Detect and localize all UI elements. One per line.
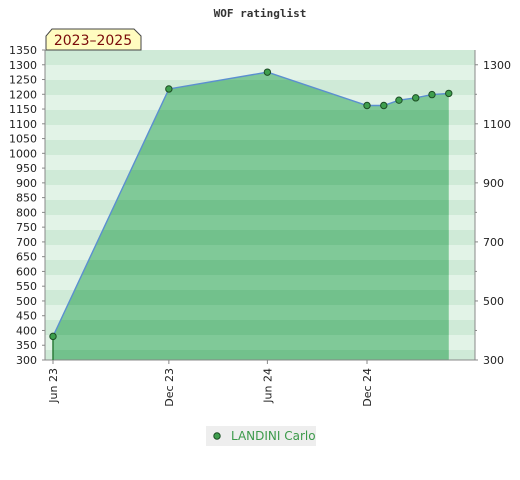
area-band <box>53 290 449 305</box>
data-point <box>263 68 272 76</box>
legend-box <box>206 426 316 446</box>
area-band <box>53 350 449 361</box>
data-point <box>445 89 453 98</box>
chart-title: WOF ratinglist <box>214 7 307 20</box>
y-tick-label: 350 <box>16 339 37 352</box>
y-tick-label-right: 900 <box>483 177 504 190</box>
area-band <box>53 200 449 215</box>
x-axis: Jun 23 Dec 23 Jun 24 Dec 24 <box>47 360 374 407</box>
legend: LANDINI Carlo <box>206 426 316 446</box>
y-tick-label-right: 1300 <box>483 59 511 72</box>
x-tick-label: Jun 23 <box>47 368 60 404</box>
data-point <box>395 96 403 104</box>
legend-marker-icon <box>213 432 221 440</box>
y-tick-label: 950 <box>16 162 37 175</box>
data-point <box>363 101 371 110</box>
y-tick-label: 1200 <box>9 88 37 101</box>
y-tick-label: 1350 <box>9 44 37 57</box>
period-badge-shape <box>45 28 142 51</box>
data-point <box>49 332 57 341</box>
area-band <box>53 140 449 155</box>
area-band <box>53 170 449 185</box>
y-tick-label: 850 <box>16 192 37 205</box>
area-fill <box>53 72 449 361</box>
y-axis-right: 300 500 700 900 1100 1300 <box>475 59 511 367</box>
y-tick-label: 650 <box>16 251 37 264</box>
axes <box>44 50 476 361</box>
y-tick-label-right: 500 <box>483 295 504 308</box>
plot-stripe <box>45 50 475 65</box>
data-point <box>165 85 173 93</box>
y-tick-label: 500 <box>16 295 37 308</box>
y-tick-label-right: 300 <box>483 354 504 367</box>
y-tick-label: 1300 <box>9 59 37 72</box>
y-axis-left: 3003504004505005506006507007508008509009… <box>9 44 45 367</box>
area-band <box>53 230 449 245</box>
data-point <box>428 90 436 99</box>
y-tick-label-right: 1100 <box>483 118 511 131</box>
y-tick-label-right: 700 <box>483 236 504 249</box>
y-tick-label: 900 <box>16 177 37 190</box>
y-tick-label: 1000 <box>9 147 37 160</box>
y-tick-label: 1250 <box>9 74 37 87</box>
y-tick-label: 1050 <box>9 133 37 146</box>
y-tick-label: 700 <box>16 236 37 249</box>
legend-series-label: LANDINI Carlo <box>231 429 316 443</box>
period-badge: 2023–2025 <box>45 28 142 51</box>
y-tick-label: 550 <box>16 280 37 293</box>
area-band <box>53 260 449 275</box>
period-badge-label: 2023–2025 <box>54 33 132 49</box>
data-point <box>412 94 420 102</box>
x-tick-label: Dec 23 <box>163 368 176 407</box>
x-tick-label: Dec 24 <box>361 368 374 407</box>
y-tick-label: 750 <box>16 221 37 234</box>
y-tick-label: 400 <box>16 324 37 337</box>
x-tick-label: Jun 24 <box>261 368 274 404</box>
data-points <box>49 68 453 341</box>
y-tick-label: 450 <box>16 310 37 323</box>
y-tick-label: 600 <box>16 265 37 278</box>
y-tick-label: 1150 <box>9 103 37 116</box>
y-tick-label: 300 <box>16 354 37 367</box>
data-point <box>380 101 388 110</box>
y-tick-label: 800 <box>16 206 37 219</box>
plot-stripe <box>45 65 475 80</box>
y-tick-label: 1100 <box>9 118 37 131</box>
area-band <box>53 320 449 335</box>
